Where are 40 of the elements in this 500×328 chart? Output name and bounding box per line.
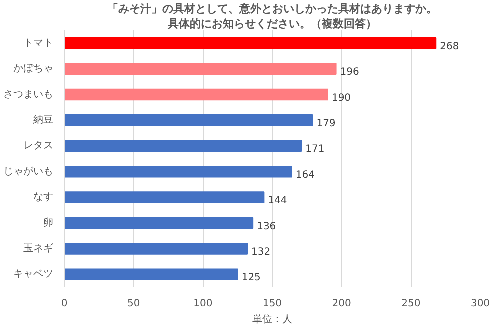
data-label: 190 xyxy=(332,92,352,104)
bar xyxy=(64,217,254,230)
bar xyxy=(64,268,238,281)
y-tick-label: トマト xyxy=(24,38,54,49)
data-label: 171 xyxy=(306,144,325,156)
y-tick-label: じゃがいも xyxy=(4,166,54,178)
bar xyxy=(64,63,337,75)
x-tick-label: 200 xyxy=(332,298,352,310)
x-axis-title: 単位：人 xyxy=(252,314,292,326)
bar xyxy=(64,88,328,101)
x-tick-label: 0 xyxy=(61,298,68,310)
chart-title: 「みそ汁」の具材として、意外とおいしかった具材はありますか。 xyxy=(108,2,438,16)
data-label: 179 xyxy=(316,118,336,130)
y-tick-label: 納豆 xyxy=(34,114,54,126)
data-label: 268 xyxy=(440,41,460,52)
x-tick-label: 100 xyxy=(194,298,213,310)
bar xyxy=(64,166,292,178)
y-tick-label: なす xyxy=(34,192,54,204)
data-label: 132 xyxy=(252,246,271,258)
data-label: 125 xyxy=(242,272,261,284)
bar xyxy=(64,37,437,50)
x-tick-label: 300 xyxy=(470,298,490,310)
x-tick-label: 50 xyxy=(127,298,140,310)
y-tick-label: レタス xyxy=(24,140,54,152)
y-tick-label: さつまいも xyxy=(4,89,54,100)
data-label: 164 xyxy=(296,170,316,181)
bar xyxy=(64,140,302,152)
data-label: 144 xyxy=(268,196,288,207)
chart-subtitle: 具体的にお知らせください。（複数回答） xyxy=(167,18,377,30)
y-tick-label: かぼちゃ xyxy=(14,64,54,75)
bar xyxy=(64,243,248,255)
bar xyxy=(64,114,314,126)
x-tick-label: 250 xyxy=(402,298,421,310)
y-tick-label: キャベツ xyxy=(14,269,54,280)
y-tick-label: 卵 xyxy=(44,216,54,229)
bar xyxy=(64,192,265,204)
y-tick-label: 玉ネギ xyxy=(24,242,54,254)
data-label: 136 xyxy=(257,221,276,232)
x-tick-label: 150 xyxy=(262,298,282,310)
data-label: 196 xyxy=(340,67,360,78)
